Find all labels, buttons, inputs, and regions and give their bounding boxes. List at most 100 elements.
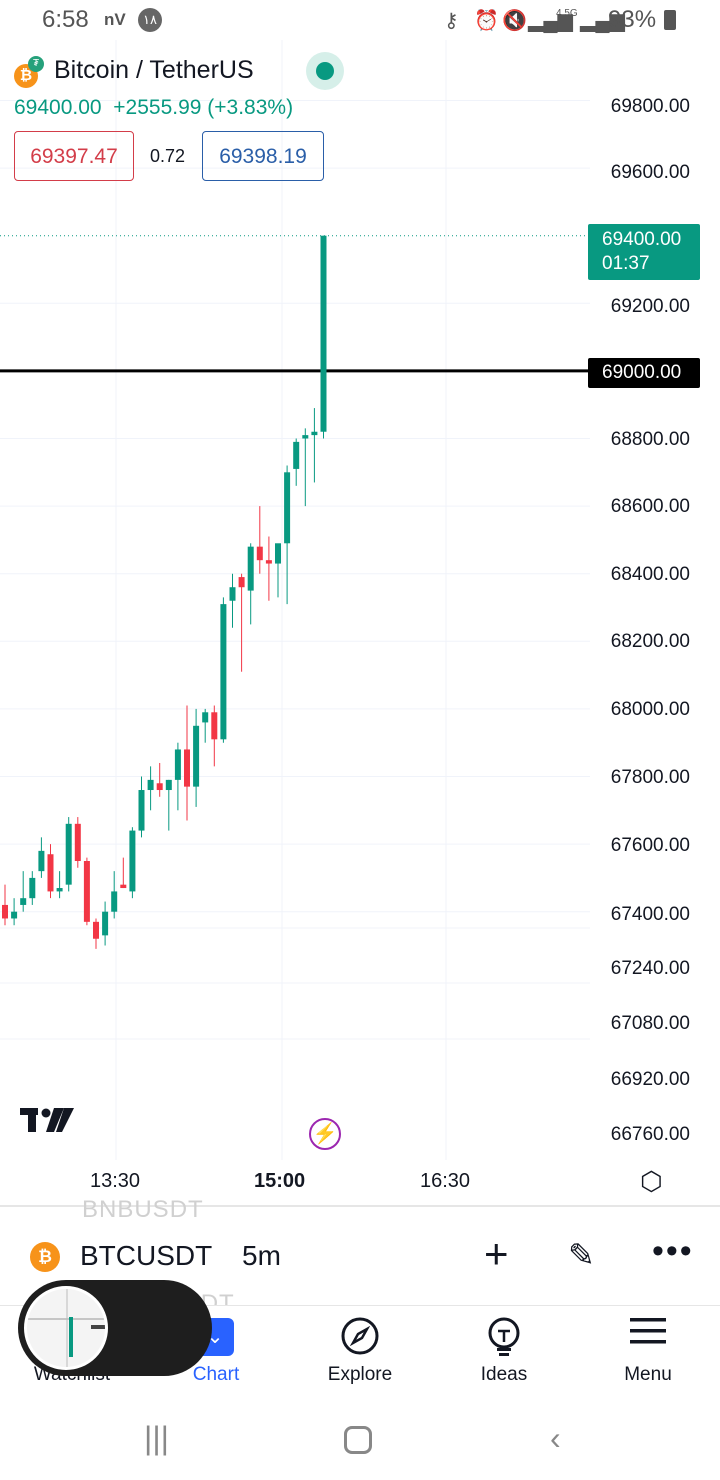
notification-badge: ١٨ — [138, 8, 162, 32]
ghost-symbol-above: BNBUSDT — [82, 1196, 204, 1220]
recent-apps-button[interactable]: ||| — [144, 1420, 169, 1456]
candle-countdown: 01:37 — [602, 253, 650, 274]
candle-body — [56, 888, 63, 892]
more-options-icon[interactable]: ••• — [652, 1232, 694, 1270]
candle-body — [238, 577, 245, 588]
candle-body — [156, 783, 163, 791]
candle-body — [202, 712, 209, 723]
candle-body — [93, 921, 99, 939]
candle — [156, 762, 163, 797]
bitcoin-icon: ₿ — [30, 1242, 60, 1272]
candle — [238, 573, 245, 672]
candle-body — [293, 441, 300, 469]
sell-bid-button[interactable]: 69397.47 — [14, 131, 134, 181]
candle-body — [120, 884, 127, 889]
alarm-icon: ⏰ — [474, 10, 499, 32]
candle — [174, 742, 181, 811]
compass-icon[interactable] — [300, 1316, 420, 1364]
candle — [275, 543, 281, 598]
candle — [193, 708, 200, 807]
key-icon: ⚷ — [444, 10, 459, 32]
candle — [11, 898, 18, 926]
candle-body — [311, 431, 318, 436]
battery-percent: 93% — [608, 6, 657, 33]
chart-area[interactable] — [0, 40, 720, 1200]
candle-body — [320, 235, 327, 432]
candle-body — [129, 830, 136, 892]
price-tick: 69600.00 — [610, 162, 690, 183]
candle — [165, 779, 172, 831]
candle-body — [111, 891, 118, 912]
candle — [65, 817, 72, 892]
menu-icon[interactable] — [588, 1316, 708, 1354]
candlestick-chart[interactable] — [0, 40, 720, 1200]
candle-body — [29, 877, 36, 899]
candle — [311, 408, 318, 483]
candle — [220, 597, 227, 743]
candle-body — [265, 560, 272, 564]
candle — [2, 884, 8, 926]
interval-selector[interactable]: 5m — [242, 1240, 281, 1271]
home-button[interactable] — [344, 1426, 372, 1454]
nav-menu[interactable]: Menu — [624, 1364, 672, 1385]
price-tick: 68400.00 — [610, 564, 690, 585]
candle-body — [147, 779, 154, 791]
candle-body — [256, 546, 263, 561]
candle — [293, 438, 300, 486]
candle — [247, 543, 254, 625]
back-button[interactable]: ‹ — [550, 1420, 561, 1456]
time-tick: 13:30 — [90, 1170, 141, 1192]
tradingview-logo — [20, 1106, 74, 1142]
network-type: 4.5G — [556, 8, 578, 19]
candle-body — [65, 823, 72, 885]
price-tick: 67080.00 — [610, 1013, 690, 1034]
add-button[interactable]: + — [484, 1230, 509, 1277]
candle — [120, 857, 127, 889]
divider — [0, 1205, 720, 1207]
candle-body — [275, 543, 281, 564]
battery-icon — [664, 10, 676, 30]
mute-icon: 🔇 — [502, 10, 527, 32]
buy-ask-button[interactable]: 69398.19 — [202, 131, 324, 181]
symbol-title[interactable]: Bitcoin / TetherUS — [54, 56, 254, 84]
candle — [74, 817, 81, 868]
pip-thumbnail[interactable] — [24, 1286, 108, 1370]
drawing-tools-icon[interactable]: ✎ — [568, 1237, 595, 1273]
spread-value: 0.72 — [150, 146, 186, 166]
signal-icon-2: ▂▄▆ — [580, 10, 625, 32]
symbol-selector[interactable]: BTCUSDT — [80, 1240, 213, 1271]
candle-body — [174, 749, 181, 780]
signal-icon: ▂▄▆ — [528, 10, 573, 32]
candle — [20, 871, 27, 912]
candle — [29, 871, 36, 905]
divider — [0, 1305, 720, 1306]
current-price-tag: 69400.00 01:37 — [588, 224, 700, 280]
price-tick: 68800.00 — [610, 429, 690, 450]
quote-row: 69400.00 +2555.99 (+3.83%) — [14, 96, 293, 120]
horizontal-line-tag[interactable]: 69000.00 — [588, 358, 700, 388]
candle — [111, 871, 118, 919]
candle-body — [11, 911, 18, 919]
candle — [320, 235, 327, 439]
chart-settings-icon[interactable]: ⬡ — [640, 1166, 663, 1196]
price-tick: 67400.00 — [610, 904, 690, 925]
candle-body — [284, 472, 291, 544]
time-tick: 16:30 — [420, 1170, 471, 1192]
nav-ideas[interactable]: Ideas — [480, 1364, 528, 1385]
candle-body — [83, 861, 90, 922]
candle — [93, 918, 99, 949]
price-tick: 67240.00 — [610, 958, 690, 979]
lightning-icon[interactable]: ⚡ — [309, 1118, 341, 1150]
price-tick: 69200.00 — [610, 296, 690, 317]
price-tick: 66920.00 — [610, 1069, 690, 1090]
candle-body — [2, 904, 8, 919]
candle-body — [220, 604, 227, 740]
price-tick: 69800.00 — [610, 96, 690, 117]
lightbulb-icon[interactable] — [444, 1316, 564, 1366]
nav-chart[interactable]: Chart — [192, 1364, 240, 1385]
status-time: 6:58 — [42, 6, 89, 33]
candle — [138, 776, 145, 838]
candle — [47, 844, 54, 899]
nav-explore[interactable]: Explore — [327, 1364, 393, 1385]
candle — [265, 536, 272, 601]
